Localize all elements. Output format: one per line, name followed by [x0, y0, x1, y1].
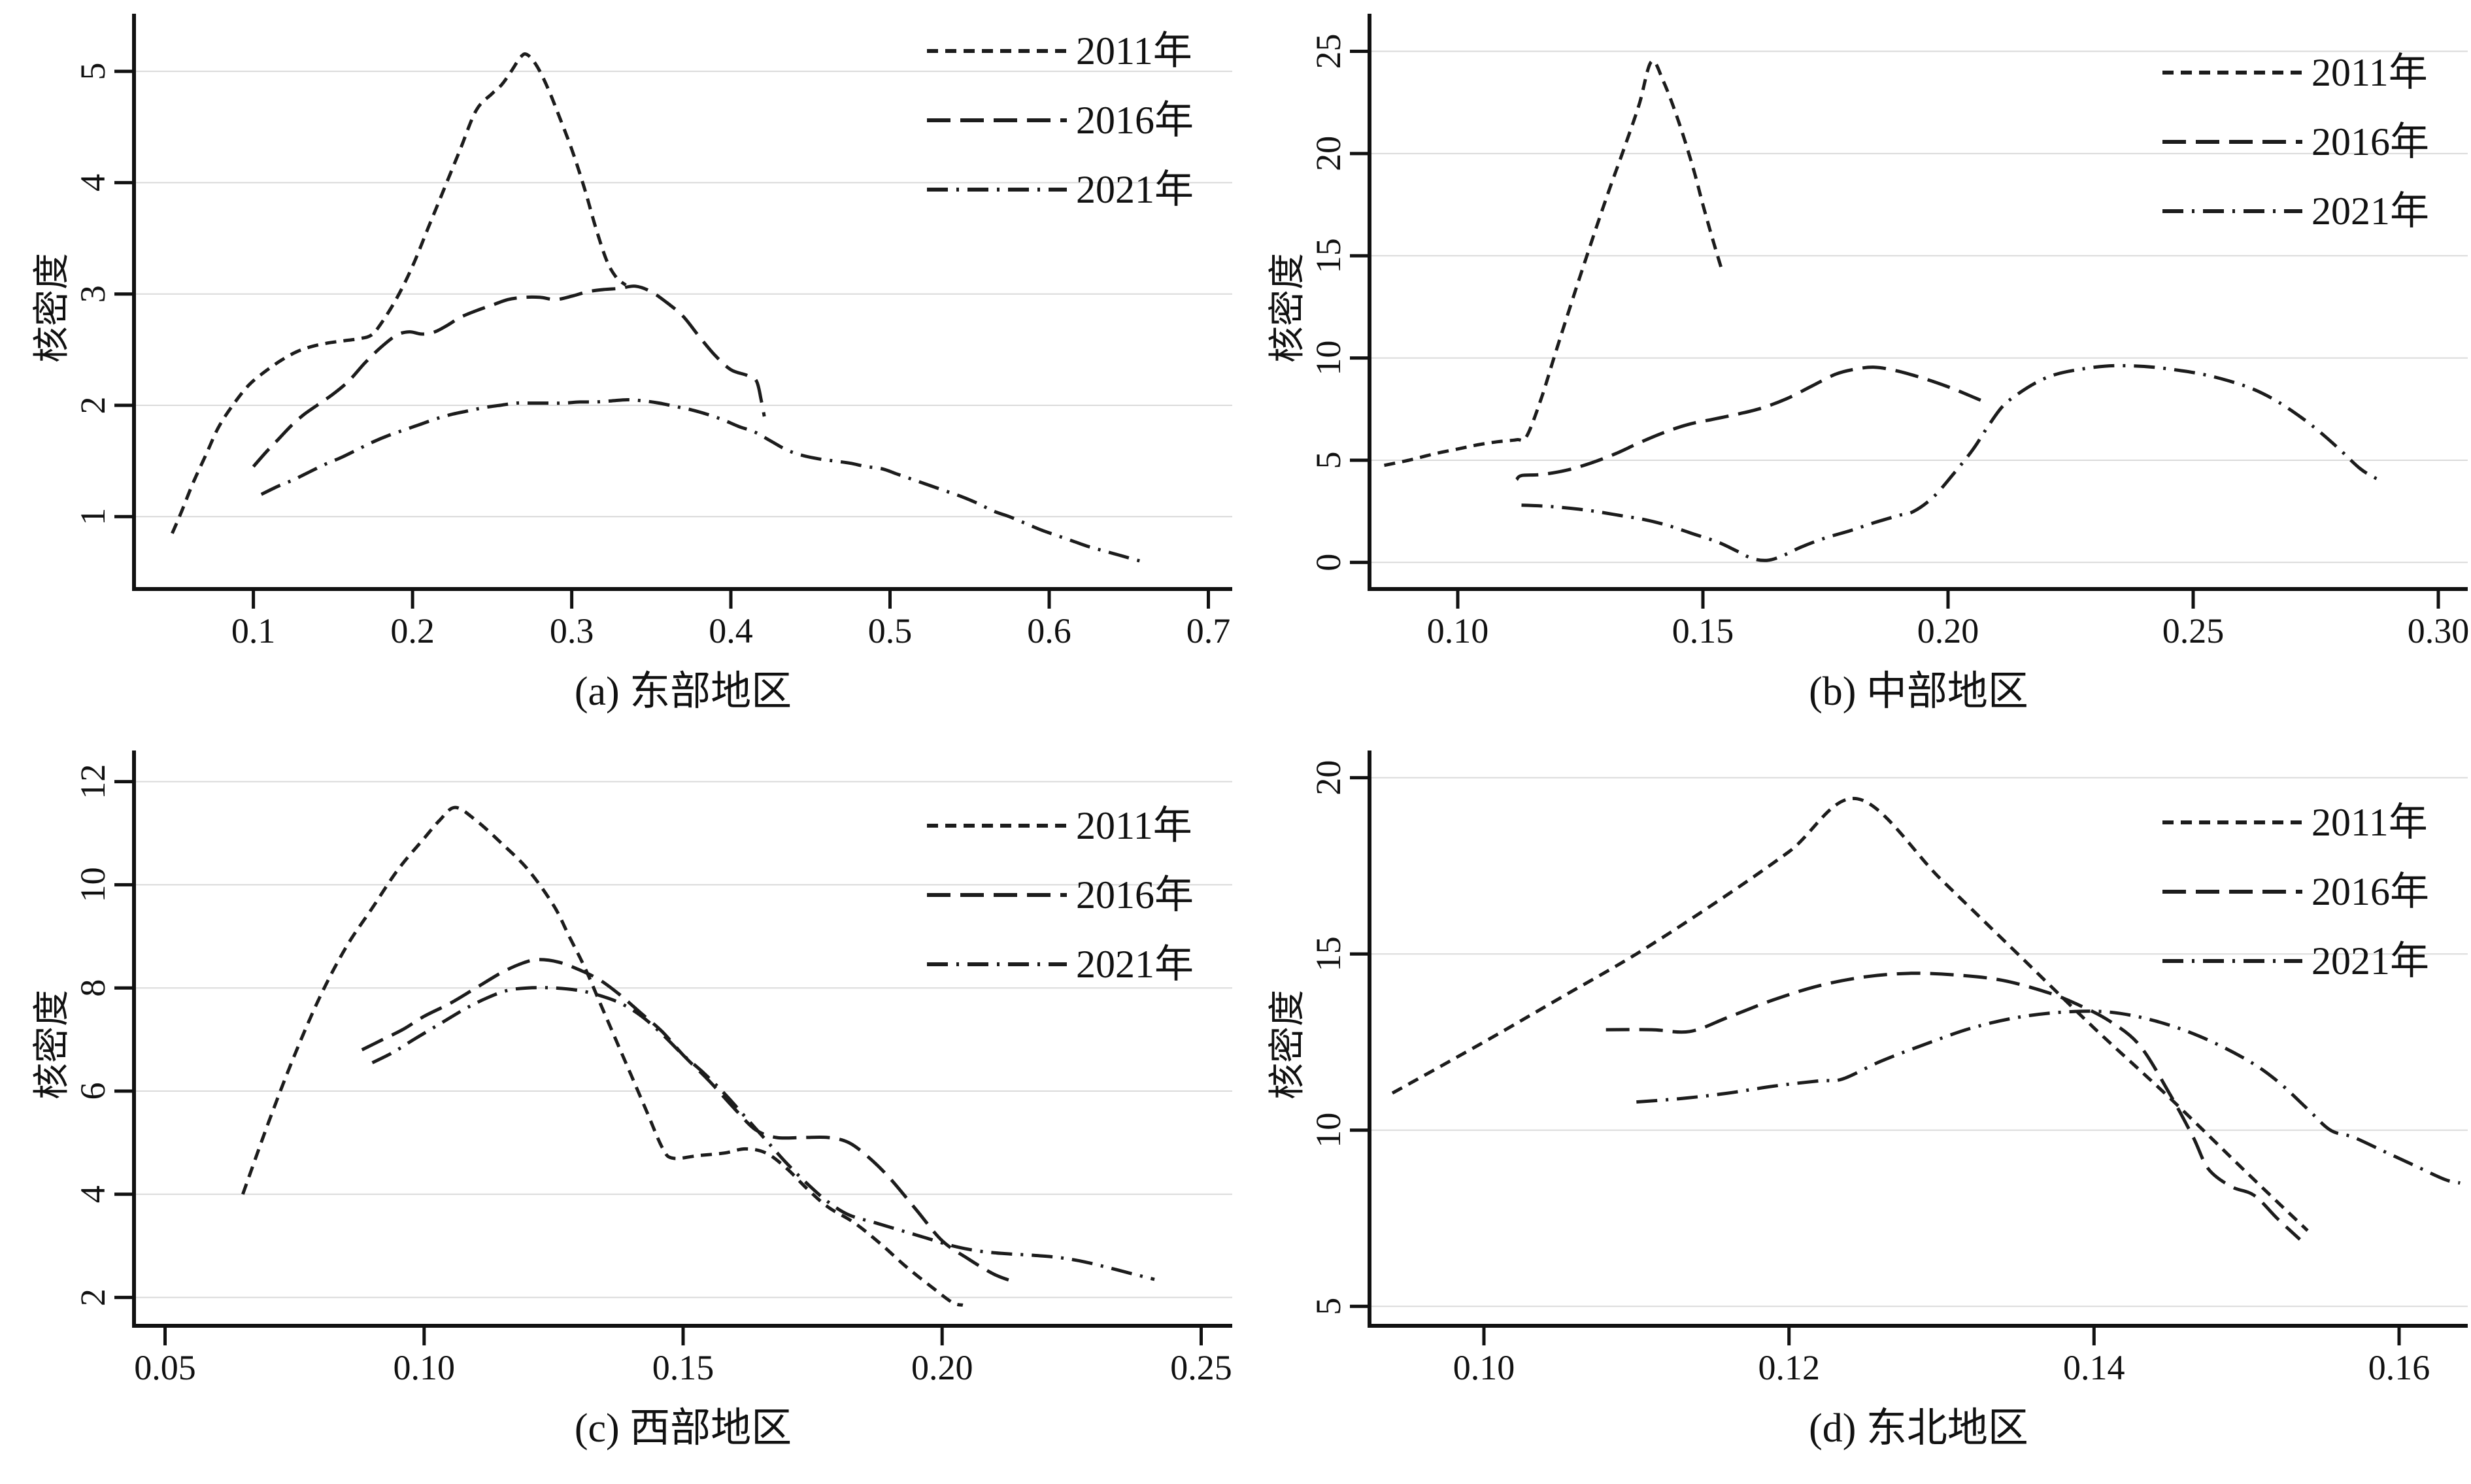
x-tick-label: 0.15	[652, 1348, 714, 1387]
series-2021-line	[260, 398, 1145, 564]
panel-d-chart: 5 10 15 20 0.10 0.12 0.14 0.16 核密度 2011年 2016年 2021…	[1268, 750, 2468, 1451]
y-tick-label: 8	[73, 979, 112, 997]
y-tick-label: 20	[1309, 760, 1348, 796]
x-tick-label: 0.25	[2162, 611, 2225, 650]
y-axis-title: 核密度	[32, 253, 73, 363]
y-tick-label: 2	[73, 397, 112, 414]
series-2011-line	[241, 805, 964, 1307]
legend-label-2021: 2021年	[2311, 939, 2429, 983]
legend-label-2011: 2011年	[2311, 801, 2428, 844]
y-tick-label: 2	[73, 1289, 112, 1306]
y-axis-title: 核密度	[1268, 253, 1308, 363]
legend-item-2021: 2021年	[2162, 939, 2429, 983]
y-tick-label: 6	[73, 1083, 112, 1100]
legend-label-2021: 2021年	[1076, 943, 1194, 986]
legend-item-2011: 2011年	[2162, 801, 2428, 844]
y-tick-label: 15	[1309, 238, 1348, 273]
series-2016-line	[1515, 365, 1988, 481]
x-tick-label: 0.25	[1170, 1348, 1232, 1387]
x-tick-label: 0.2	[390, 611, 435, 650]
x-tick-label: 0.15	[1672, 611, 1734, 650]
series-2016-line	[1605, 971, 2302, 1241]
series-2021-line	[1636, 1009, 2461, 1185]
y-tick-label: 4	[73, 174, 112, 192]
x-tick-label: 0.14	[2063, 1348, 2125, 1387]
series-2021-line	[371, 986, 1155, 1281]
y-tick-label: 1	[73, 508, 112, 526]
series-2021-line	[1521, 363, 2385, 562]
x-tick-label: 0.10	[1453, 1348, 1515, 1387]
x-tick-label: 0.6	[1027, 611, 1071, 650]
legend: 2011年 2016年 2021年	[2162, 51, 2429, 233]
legend-label-2016: 2016年	[2311, 120, 2429, 163]
legend: 2011年 2016年 2021年	[927, 804, 1194, 986]
legend-item-2011: 2011年	[927, 804, 1192, 847]
y-tick-label: 15	[1309, 936, 1348, 971]
legend-label-2016: 2016年	[1076, 99, 1194, 142]
panel-caption: (d) 东北地区	[1809, 1406, 2028, 1451]
y-tick-label: 12	[73, 764, 112, 800]
panel-northeast: 5 10 15 20 0.10 0.12 0.14 0.16 核密度 2011年 2016年 2021…	[1262, 747, 2471, 1484]
y-axis-title: 核密度	[1268, 990, 1308, 1100]
legend-label-2016: 2016年	[2311, 870, 2429, 913]
x-tick-label: 0.05	[134, 1348, 196, 1387]
panel-central: 0 5 10 15 20 25 0.10 0.15 0.20 0.25 0.30 核密度 2011年 20…	[1262, 10, 2471, 747]
y-tick-label: 0	[1309, 554, 1348, 571]
legend-label-2021: 2021年	[1076, 168, 1194, 211]
y-tick-label: 10	[1309, 341, 1348, 376]
legend-item-2016: 2016年	[2162, 120, 2429, 163]
legend: 2011年 2016年 2021年	[2162, 801, 2429, 983]
legend-label-2011: 2011年	[2311, 51, 2428, 94]
y-tick-label: 5	[73, 63, 112, 80]
legend-item-2011: 2011年	[2162, 51, 2428, 94]
panel-west: 2 4 6 8 10 12 0.05 0.10 0.15 0.20 0.25 核密度 2011年 2016…	[26, 747, 1262, 1484]
panel-c-chart: 2 4 6 8 10 12 0.05 0.10 0.15 0.20 0.25 核密度 2011年 2016…	[32, 750, 1232, 1451]
y-axis-title: 核密度	[32, 990, 73, 1100]
legend-item-2016: 2016年	[2162, 870, 2429, 913]
y-tick-label: 20	[1309, 136, 1348, 171]
x-tick-label: 0.16	[2368, 1348, 2430, 1387]
series-2016-line	[252, 284, 766, 468]
x-tick-label: 0.5	[868, 611, 913, 650]
panel-east: 1 2 3 4 5 0.1 0.2 0.3 0.4 0.5 0.6 0.7 核密度 2011年 2016年 2…	[26, 10, 1262, 747]
x-tick-label: 0.12	[1758, 1348, 1820, 1387]
y-tick-label: 4	[73, 1185, 112, 1203]
y-tick-label: 5	[1309, 1298, 1348, 1315]
y-tick-label: 10	[73, 867, 112, 902]
series-2016-line	[361, 958, 1016, 1284]
legend-item-2021: 2021年	[927, 168, 1194, 211]
legend-item-2016: 2016年	[927, 99, 1194, 142]
x-tick-label: 0.30	[2408, 611, 2470, 650]
x-tick-label: 0.4	[709, 611, 753, 650]
y-tick-label: 25	[1309, 34, 1348, 69]
y-tick-label: 3	[73, 285, 112, 303]
legend-item-2011: 2011年	[927, 29, 1192, 73]
legend-label-2011: 2011年	[1076, 29, 1192, 73]
x-tick-label: 0.3	[550, 611, 594, 650]
panel-caption: (a) 东部地区	[575, 669, 792, 714]
panel-caption: (b) 中部地区	[1809, 669, 2028, 714]
legend-label-2021: 2021年	[2311, 190, 2429, 233]
legend: 2011年 2016年 2021年	[927, 29, 1194, 211]
x-tick-label: 0.1	[231, 611, 276, 650]
x-tick-label: 0.10	[1427, 611, 1489, 650]
x-tick-label: 0.20	[911, 1348, 973, 1387]
legend-item-2021: 2021年	[927, 943, 1194, 986]
x-tick-label: 0.20	[1917, 611, 1979, 650]
legend-item-2021: 2021年	[2162, 190, 2429, 233]
y-tick-label: 10	[1309, 1113, 1348, 1148]
series-2011-line	[171, 52, 627, 534]
y-tick-label: 5	[1309, 452, 1348, 469]
legend-item-2016: 2016年	[927, 873, 1194, 917]
legend-label-2011: 2011年	[1076, 804, 1192, 847]
series-2011-line	[1383, 59, 1724, 467]
x-tick-label: 0.7	[1186, 611, 1231, 650]
legend-label-2016: 2016年	[1076, 873, 1194, 917]
panel-caption: (c) 西部地区	[575, 1406, 792, 1451]
x-tick-label: 0.10	[394, 1348, 456, 1387]
series-2011-line	[1391, 796, 2309, 1232]
